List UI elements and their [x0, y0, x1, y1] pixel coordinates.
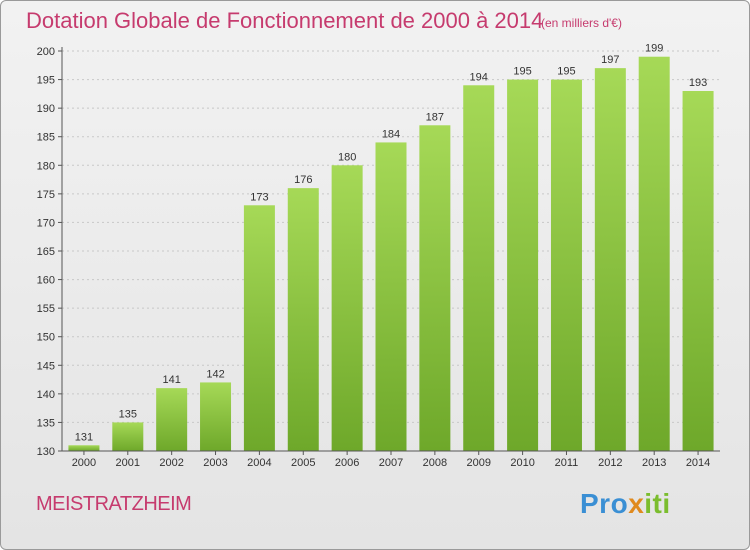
logo-part-2: x [628, 488, 645, 519]
bar-value-label: 184 [382, 128, 400, 140]
logo-part-3: iti [644, 488, 671, 519]
x-tick-label: 2000 [72, 457, 96, 469]
bar-value-label: 180 [338, 151, 356, 163]
bar-value-label: 193 [689, 77, 707, 89]
y-tick-label: 130 [37, 446, 55, 458]
x-tick-label: 2013 [642, 457, 666, 469]
bar [112, 422, 144, 451]
y-tick-label: 150 [37, 332, 55, 344]
bar [68, 445, 100, 451]
y-tick-label: 145 [37, 360, 55, 372]
bar-value-label: 135 [119, 408, 137, 420]
y-tick-label: 135 [37, 417, 55, 429]
bar-value-label: 176 [294, 174, 312, 186]
y-tick-label: 195 [37, 75, 55, 87]
y-tick-label: 170 [37, 217, 55, 229]
bar [638, 56, 670, 451]
bar [375, 142, 407, 451]
bar-value-label: 131 [75, 431, 93, 443]
x-tick-label: 2002 [159, 457, 183, 469]
axes: 130 135 140 145 150 155 160 165 170 175 180 185 190 1… [37, 46, 720, 469]
x-tick-label: 2008 [423, 457, 447, 469]
y-tick-label: 155 [37, 303, 55, 315]
bar [550, 79, 582, 452]
bar-value-label: 195 [513, 66, 531, 78]
proxiti-logo: Proxiti [580, 488, 671, 520]
x-tick-label: 2001 [116, 457, 140, 469]
y-tick-label: 185 [37, 132, 55, 144]
bar [156, 388, 188, 451]
town-name: MEISTRATZHEIM [36, 493, 192, 515]
x-tick-label: 2004 [247, 457, 271, 469]
y-tick-label: 190 [37, 103, 55, 115]
y-tick-label: 140 [37, 389, 55, 401]
bar [594, 68, 626, 452]
x-tick-label: 2012 [598, 457, 622, 469]
bar [682, 91, 714, 451]
bar-value-label: 197 [601, 54, 619, 66]
bar-value-label: 142 [206, 368, 224, 380]
x-tick-label: 2007 [379, 457, 403, 469]
bar [200, 382, 232, 451]
y-tick-label: 165 [37, 246, 55, 258]
bar-value-label: 194 [470, 71, 488, 83]
y-tick-label: 160 [37, 275, 55, 287]
x-tick-label: 2005 [291, 457, 315, 469]
bar [463, 85, 495, 452]
bar-value-label: 195 [557, 66, 575, 78]
x-tick-label: 2003 [203, 457, 227, 469]
x-tick-label: 2006 [335, 457, 359, 469]
bar [331, 165, 363, 452]
chart-title: Dotation Globale de Fonctionnement de 20… [26, 8, 544, 33]
logo-part-1: Pro [580, 488, 629, 519]
bar [287, 188, 319, 451]
bar [419, 125, 451, 452]
y-tick-label: 175 [37, 189, 55, 201]
bar-value-label: 187 [426, 111, 444, 123]
bars: 131 135 141 142 173 176 180 184 187 194 195 195 197 1… [68, 43, 714, 452]
x-tick-label: 2010 [510, 457, 534, 469]
y-tick-label: 200 [37, 46, 55, 58]
bar [507, 79, 539, 452]
x-tick-label: 2009 [466, 457, 490, 469]
bar [243, 205, 275, 451]
y-tick-label: 180 [37, 160, 55, 172]
chart-subtitle: (en milliers d'€) [541, 16, 622, 30]
bar-value-label: 141 [162, 374, 180, 386]
x-tick-label: 2011 [555, 457, 579, 469]
x-tick-label: 2014 [686, 457, 710, 469]
bar-value-label: 199 [645, 43, 663, 55]
bar-value-label: 173 [250, 191, 268, 203]
